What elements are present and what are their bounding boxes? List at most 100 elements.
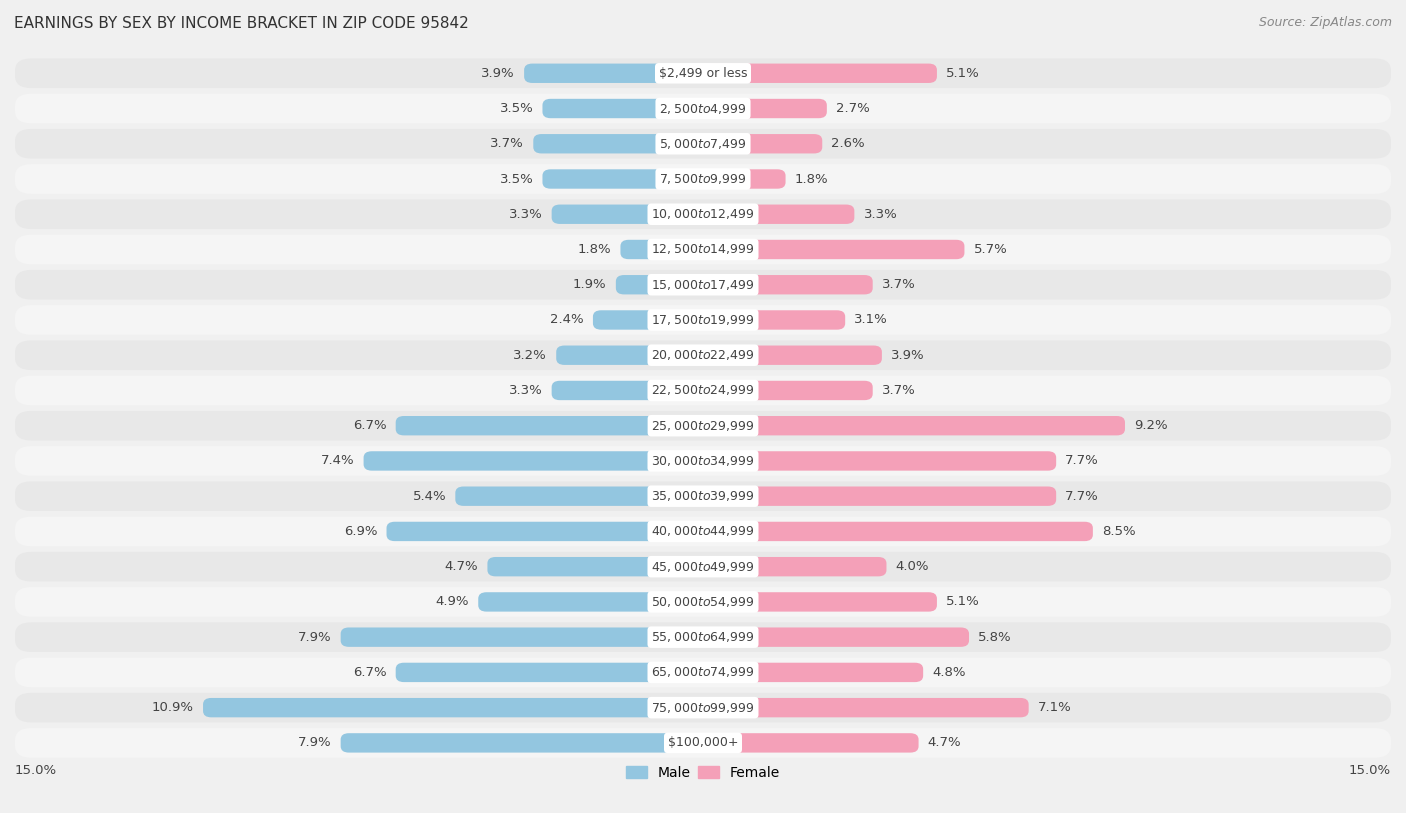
Text: 15.0%: 15.0% <box>15 764 58 777</box>
Text: $100,000+: $100,000+ <box>668 737 738 750</box>
FancyBboxPatch shape <box>478 592 703 611</box>
FancyBboxPatch shape <box>202 698 703 717</box>
Text: $40,000 to $44,999: $40,000 to $44,999 <box>651 524 755 538</box>
Text: 7.4%: 7.4% <box>321 454 354 467</box>
Text: 5.8%: 5.8% <box>979 631 1012 644</box>
Text: EARNINGS BY SEX BY INCOME BRACKET IN ZIP CODE 95842: EARNINGS BY SEX BY INCOME BRACKET IN ZIP… <box>14 16 468 31</box>
Text: 3.7%: 3.7% <box>491 137 524 150</box>
FancyBboxPatch shape <box>15 587 1391 617</box>
FancyBboxPatch shape <box>15 658 1391 687</box>
Text: 6.9%: 6.9% <box>344 525 377 538</box>
FancyBboxPatch shape <box>15 623 1391 652</box>
Text: 3.7%: 3.7% <box>882 384 915 397</box>
Text: 3.9%: 3.9% <box>891 349 925 362</box>
Text: $22,500 to $24,999: $22,500 to $24,999 <box>651 384 755 398</box>
FancyBboxPatch shape <box>364 451 703 471</box>
FancyBboxPatch shape <box>593 311 703 329</box>
Text: 3.5%: 3.5% <box>499 172 533 185</box>
FancyBboxPatch shape <box>703 592 936 611</box>
FancyBboxPatch shape <box>15 59 1391 88</box>
FancyBboxPatch shape <box>340 733 703 753</box>
FancyBboxPatch shape <box>387 522 703 541</box>
FancyBboxPatch shape <box>543 169 703 189</box>
FancyBboxPatch shape <box>703 733 918 753</box>
FancyBboxPatch shape <box>703 380 873 400</box>
FancyBboxPatch shape <box>703 663 924 682</box>
FancyBboxPatch shape <box>703 486 1056 506</box>
Text: 3.1%: 3.1% <box>855 314 889 327</box>
FancyBboxPatch shape <box>703 240 965 259</box>
Text: 5.1%: 5.1% <box>946 67 980 80</box>
Text: 8.5%: 8.5% <box>1102 525 1136 538</box>
Text: $55,000 to $64,999: $55,000 to $64,999 <box>651 630 755 644</box>
Text: 7.1%: 7.1% <box>1038 701 1071 714</box>
Text: 2.7%: 2.7% <box>837 102 870 115</box>
FancyBboxPatch shape <box>15 552 1391 581</box>
FancyBboxPatch shape <box>703 416 1125 436</box>
Text: 3.7%: 3.7% <box>882 278 915 291</box>
Text: 5.1%: 5.1% <box>946 595 980 608</box>
Text: $20,000 to $22,499: $20,000 to $22,499 <box>651 348 755 363</box>
Text: $10,000 to $12,499: $10,000 to $12,499 <box>651 207 755 221</box>
Text: $45,000 to $49,999: $45,000 to $49,999 <box>651 559 755 574</box>
FancyBboxPatch shape <box>551 380 703 400</box>
Text: 7.9%: 7.9% <box>298 631 332 644</box>
Text: 4.7%: 4.7% <box>444 560 478 573</box>
FancyBboxPatch shape <box>15 693 1391 723</box>
FancyBboxPatch shape <box>551 205 703 224</box>
FancyBboxPatch shape <box>15 305 1391 335</box>
FancyBboxPatch shape <box>15 93 1391 124</box>
FancyBboxPatch shape <box>15 446 1391 476</box>
Text: $5,000 to $7,499: $5,000 to $7,499 <box>659 137 747 150</box>
Text: 6.7%: 6.7% <box>353 420 387 433</box>
Text: $65,000 to $74,999: $65,000 to $74,999 <box>651 665 755 680</box>
Text: 1.8%: 1.8% <box>794 172 828 185</box>
Text: 7.7%: 7.7% <box>1066 454 1099 467</box>
FancyBboxPatch shape <box>15 164 1391 193</box>
FancyBboxPatch shape <box>15 411 1391 441</box>
Text: 3.3%: 3.3% <box>509 208 543 221</box>
Text: 10.9%: 10.9% <box>152 701 194 714</box>
FancyBboxPatch shape <box>15 728 1391 758</box>
Text: 4.0%: 4.0% <box>896 560 929 573</box>
FancyBboxPatch shape <box>616 275 703 294</box>
Text: 3.5%: 3.5% <box>499 102 533 115</box>
Text: 3.3%: 3.3% <box>863 208 897 221</box>
Text: 4.9%: 4.9% <box>436 595 470 608</box>
Text: 2.4%: 2.4% <box>550 314 583 327</box>
Legend: Male, Female: Male, Female <box>620 760 786 785</box>
Text: 1.9%: 1.9% <box>574 278 606 291</box>
Text: Source: ZipAtlas.com: Source: ZipAtlas.com <box>1258 16 1392 29</box>
FancyBboxPatch shape <box>703 99 827 118</box>
Text: 5.4%: 5.4% <box>412 489 446 502</box>
FancyBboxPatch shape <box>15 235 1391 264</box>
Text: 9.2%: 9.2% <box>1135 420 1168 433</box>
Text: $75,000 to $99,999: $75,000 to $99,999 <box>651 701 755 715</box>
FancyBboxPatch shape <box>15 516 1391 546</box>
FancyBboxPatch shape <box>456 486 703 506</box>
FancyBboxPatch shape <box>15 270 1391 299</box>
Text: 3.2%: 3.2% <box>513 349 547 362</box>
FancyBboxPatch shape <box>703 63 936 83</box>
Text: $25,000 to $29,999: $25,000 to $29,999 <box>651 419 755 433</box>
FancyBboxPatch shape <box>15 199 1391 229</box>
FancyBboxPatch shape <box>395 663 703 682</box>
Text: $7,500 to $9,999: $7,500 to $9,999 <box>659 172 747 186</box>
Text: 6.7%: 6.7% <box>353 666 387 679</box>
FancyBboxPatch shape <box>557 346 703 365</box>
FancyBboxPatch shape <box>524 63 703 83</box>
FancyBboxPatch shape <box>15 129 1391 159</box>
FancyBboxPatch shape <box>703 169 786 189</box>
Text: $2,500 to $4,999: $2,500 to $4,999 <box>659 102 747 115</box>
FancyBboxPatch shape <box>703 451 1056 471</box>
FancyBboxPatch shape <box>703 311 845 329</box>
Text: 1.8%: 1.8% <box>578 243 612 256</box>
Text: 4.8%: 4.8% <box>932 666 966 679</box>
FancyBboxPatch shape <box>703 698 1029 717</box>
FancyBboxPatch shape <box>15 481 1391 511</box>
Text: $15,000 to $17,499: $15,000 to $17,499 <box>651 278 755 292</box>
Text: $12,500 to $14,999: $12,500 to $14,999 <box>651 242 755 256</box>
FancyBboxPatch shape <box>543 99 703 118</box>
Text: 15.0%: 15.0% <box>1348 764 1391 777</box>
Text: $50,000 to $54,999: $50,000 to $54,999 <box>651 595 755 609</box>
